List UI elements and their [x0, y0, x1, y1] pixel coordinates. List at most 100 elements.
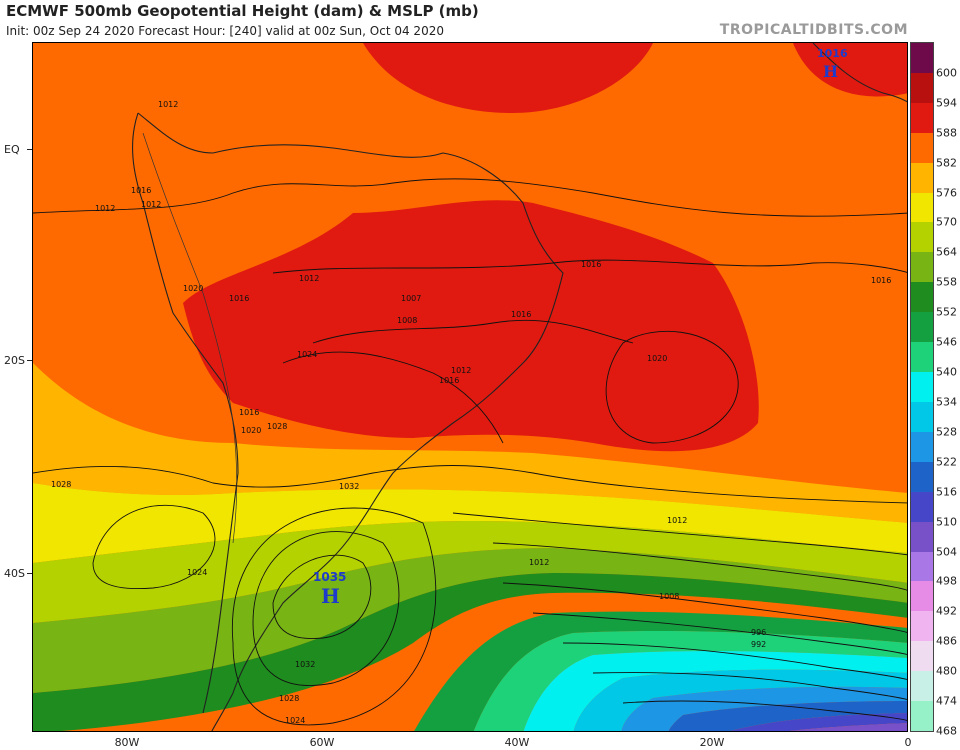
weather-map: 1012 1016 1012 1012 1020 1016 1012 1007 …	[32, 42, 908, 732]
band-546	[414, 611, 907, 731]
isobar	[592, 672, 907, 700]
colorbar-segment	[911, 551, 933, 582]
isobar-label: 1016	[439, 376, 459, 385]
colorbar	[910, 42, 934, 732]
colorbar-segment	[911, 102, 933, 134]
isobar	[492, 542, 907, 591]
andes-relief	[142, 132, 238, 544]
lat-label-eq: EQ	[4, 143, 20, 156]
colorbar-label: 468	[936, 724, 957, 738]
isobar	[272, 554, 372, 640]
band-510	[730, 713, 907, 731]
high-pressure-value: 1035	[313, 570, 346, 584]
colorbar-label: 546	[936, 335, 957, 349]
isobar	[33, 465, 907, 504]
isobar	[532, 612, 907, 655]
isobar-label: 1020	[647, 354, 667, 363]
isobar-label: 1028	[267, 422, 287, 431]
isobar-label: 1016	[871, 276, 891, 285]
colorbar-segment	[911, 43, 933, 74]
colorbar-label: 528	[936, 425, 957, 439]
colorbar-segment	[911, 521, 933, 552]
colorbar-segment	[911, 641, 933, 672]
isobar	[282, 351, 504, 444]
colorbar-label: 510	[936, 515, 957, 529]
colorbar-segment	[911, 671, 933, 702]
isobar-label: 1016	[131, 186, 151, 195]
colorbar-label: 540	[936, 365, 957, 379]
lon-label-0: 0	[904, 736, 912, 749]
colorbar-label: 570	[936, 215, 957, 229]
band-576	[33, 363, 907, 523]
band-534	[523, 651, 907, 731]
colorbar-label: 558	[936, 275, 957, 289]
colorbar-label: 600	[936, 66, 957, 80]
isobar-label: 1012	[529, 558, 549, 567]
colorbar-segment	[911, 222, 933, 253]
colorbar-label: 522	[936, 455, 957, 469]
isobar-label-layer: 1012 1016 1012 1012 1020 1016 1012 1007 …	[51, 100, 891, 725]
isobar-label: 1016	[511, 310, 531, 319]
colorbar-label: 498	[936, 574, 957, 588]
isobar-layer	[33, 178, 907, 726]
isobar-label: 1024	[187, 568, 207, 577]
isobar	[502, 582, 907, 633]
isobar-label: 1016	[581, 260, 601, 269]
high-pressure-value: 1016	[817, 47, 848, 60]
lat-tick	[27, 573, 32, 574]
colorbar-segment	[911, 701, 933, 732]
isobar-label: 1016	[239, 408, 259, 417]
colorbar-label: 486	[936, 634, 957, 648]
isobar-label: 996	[751, 628, 766, 637]
band-504	[789, 723, 907, 731]
colorbar-segment	[911, 132, 933, 164]
isobar	[272, 259, 907, 274]
band-522	[621, 686, 907, 731]
isobar-label: 1028	[51, 480, 71, 489]
colorbar-label: 492	[936, 604, 957, 618]
colorbar-segment	[911, 431, 933, 463]
colorbar-segment	[911, 342, 933, 373]
lat-label-20s: 20S	[4, 354, 25, 367]
colorbar-label: 480	[936, 664, 957, 678]
high-pressure-h-icon: H	[321, 584, 340, 608]
band-540	[473, 631, 907, 731]
isobar-label: 1020	[241, 426, 261, 435]
isobar-label: 1024	[297, 350, 317, 359]
colorbar-segment	[911, 162, 933, 194]
isobar-label: 1012	[667, 516, 687, 525]
south-america-coastline	[132, 112, 564, 731]
lon-label-20w: 20W	[699, 736, 725, 749]
colorbar-segment	[911, 192, 933, 223]
colorbar-label: 504	[936, 545, 957, 559]
isobar-label: 1008	[659, 592, 679, 601]
lon-label-60w: 60W	[309, 736, 335, 749]
colorbar-segment	[911, 72, 933, 104]
isobar-label: 1028	[279, 694, 299, 703]
isobar-label: 1016	[229, 294, 249, 303]
isobar-label: 1020	[183, 284, 203, 293]
colorbar-label: 474	[936, 694, 957, 708]
colorbar-label: 564	[936, 245, 957, 259]
isobar	[605, 330, 739, 444]
colorbar-label: 552	[936, 305, 957, 319]
isobar	[622, 700, 907, 721]
band-558	[33, 548, 907, 693]
isobar-label: 1007	[401, 294, 421, 303]
pressure-center-layer: 1035 H 1016 H	[313, 47, 848, 608]
colorbar-segment	[911, 372, 933, 403]
colorbar-segment	[911, 401, 933, 433]
lat-tick	[27, 149, 32, 150]
brand-watermark: TROPICALTIDBITS.COM	[719, 22, 908, 38]
colorbar-segment	[911, 282, 933, 313]
band-588-northeast	[793, 43, 907, 97]
band-570	[33, 483, 907, 563]
colorbar-segment	[911, 461, 933, 493]
band-528	[573, 669, 907, 731]
colorbar-segment	[911, 581, 933, 612]
isobar-label: 1012	[299, 274, 319, 283]
lat-tick	[27, 360, 32, 361]
colorbar-label: 582	[936, 156, 957, 170]
isobar	[33, 178, 907, 217]
lon-label-40w: 40W	[504, 736, 530, 749]
